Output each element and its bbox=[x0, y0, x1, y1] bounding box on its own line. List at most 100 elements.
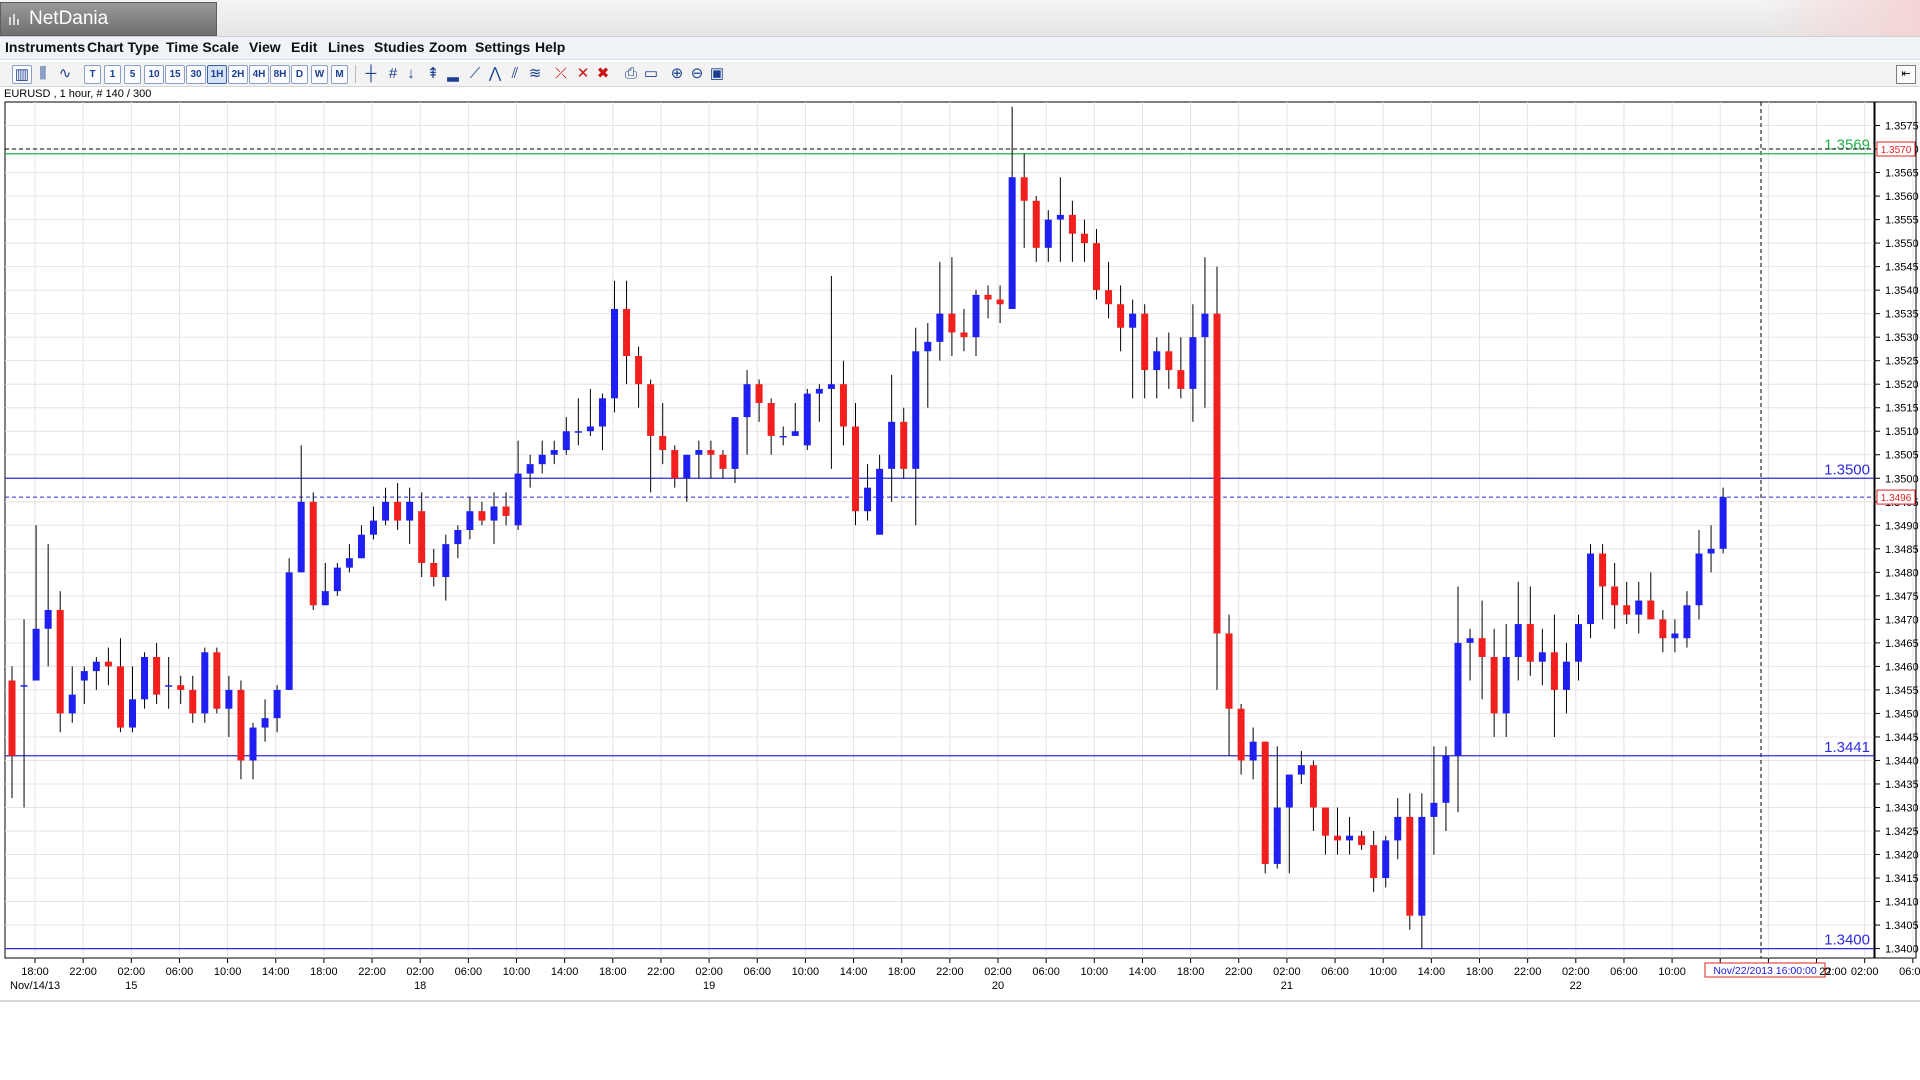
candle-body[interactable] bbox=[779, 435, 787, 438]
grid-icon[interactable]: # bbox=[388, 65, 398, 82]
candle-body[interactable] bbox=[1659, 619, 1667, 639]
timeframe-t-button[interactable]: T bbox=[84, 65, 101, 84]
candle-body[interactable] bbox=[490, 506, 498, 521]
candle-body[interactable] bbox=[237, 689, 245, 761]
candle-body[interactable] bbox=[1562, 661, 1570, 690]
candle-body[interactable] bbox=[1201, 313, 1209, 338]
candle-body[interactable] bbox=[44, 609, 52, 629]
candle-body[interactable] bbox=[972, 294, 980, 338]
candle-body[interactable] bbox=[598, 398, 606, 427]
candle-body[interactable] bbox=[695, 450, 703, 455]
candle-body[interactable] bbox=[1671, 633, 1679, 639]
print-icon[interactable]: ⎙ bbox=[624, 65, 637, 82]
candle-body[interactable] bbox=[418, 511, 426, 563]
candle-body[interactable] bbox=[1032, 200, 1040, 248]
candle-body[interactable] bbox=[1177, 370, 1185, 389]
trend-line-icon[interactable]: ⟋ bbox=[469, 65, 481, 82]
candle-body[interactable] bbox=[659, 435, 667, 451]
arrow-down-icon[interactable]: ↓ bbox=[407, 65, 415, 82]
candle-body[interactable] bbox=[1321, 807, 1329, 836]
candle-body[interactable] bbox=[442, 544, 450, 578]
candle-body[interactable] bbox=[984, 294, 992, 300]
candle-body[interactable] bbox=[743, 384, 751, 418]
candle-body[interactable] bbox=[116, 666, 124, 728]
candle-body[interactable] bbox=[864, 487, 872, 512]
candle-body[interactable] bbox=[1068, 214, 1076, 234]
candle-body[interactable] bbox=[683, 454, 691, 479]
candle-body[interactable] bbox=[1683, 605, 1691, 639]
candle-body[interactable] bbox=[249, 727, 257, 761]
timeframe-m-button[interactable]: M bbox=[331, 65, 348, 84]
candle-body[interactable] bbox=[1117, 304, 1125, 328]
candle-body[interactable] bbox=[1707, 548, 1715, 554]
candle-body[interactable] bbox=[1490, 656, 1498, 714]
timeframe-w-button[interactable]: W bbox=[311, 65, 328, 84]
timeframe-10-button[interactable]: 10 bbox=[144, 65, 164, 84]
timeframe-5-button[interactable]: 5 bbox=[124, 65, 141, 84]
candle-body[interactable] bbox=[1273, 807, 1281, 864]
candle-body[interactable] bbox=[1225, 633, 1233, 709]
candle-body[interactable] bbox=[1237, 708, 1245, 761]
candle-body[interactable] bbox=[1430, 802, 1438, 817]
candle-body[interactable] bbox=[225, 689, 233, 709]
candle-body[interactable] bbox=[1635, 600, 1643, 615]
candle-body[interactable] bbox=[635, 355, 643, 385]
channel-icon[interactable]: ⫽ bbox=[511, 65, 519, 82]
candle-body[interactable] bbox=[623, 308, 631, 356]
candle-body[interactable] bbox=[1502, 656, 1510, 714]
candle-body[interactable] bbox=[574, 431, 582, 433]
menu-time-scale[interactable]: Time Scale bbox=[166, 39, 239, 55]
candle-body[interactable] bbox=[104, 661, 112, 667]
candle-body[interactable] bbox=[466, 511, 474, 530]
candle-body[interactable] bbox=[1020, 177, 1028, 201]
fibonacci-icon[interactable]: ≋ bbox=[528, 65, 542, 82]
candle-body[interactable] bbox=[876, 468, 884, 535]
candle-body[interactable] bbox=[321, 591, 329, 606]
menu-lines[interactable]: Lines bbox=[328, 39, 365, 55]
candle-body[interactable] bbox=[1370, 845, 1378, 879]
candle-body[interactable] bbox=[80, 671, 88, 681]
candle-body[interactable] bbox=[8, 680, 16, 756]
candle-body[interactable] bbox=[370, 520, 377, 535]
candle-body[interactable] bbox=[586, 426, 594, 432]
candle-body[interactable] bbox=[526, 464, 534, 474]
candlestick-icon[interactable]: ⫼ bbox=[39, 65, 47, 82]
candle-body[interactable] bbox=[852, 426, 859, 512]
candle-body[interactable] bbox=[839, 384, 847, 427]
candle-body[interactable] bbox=[888, 421, 896, 469]
timeframe-15-button[interactable]: 15 bbox=[165, 65, 185, 84]
timeframe-d-button[interactable]: D bbox=[291, 65, 308, 84]
timeframe-1-button[interactable]: 1 bbox=[104, 65, 121, 84]
delete-icon[interactable]: ✕ bbox=[576, 65, 590, 82]
candle-body[interactable] bbox=[394, 501, 402, 521]
candle-body[interactable] bbox=[936, 313, 944, 342]
candle-body[interactable] bbox=[538, 454, 546, 465]
candle-body[interactable] bbox=[454, 530, 462, 545]
candle-body[interactable] bbox=[1261, 741, 1269, 864]
candle-body[interactable] bbox=[767, 403, 775, 436]
volume-icon[interactable]: ▂ bbox=[447, 65, 459, 82]
candle-body[interactable] bbox=[1153, 351, 1161, 371]
candle-body[interactable] bbox=[671, 450, 679, 479]
candle-body[interactable] bbox=[1080, 233, 1088, 244]
candle-body[interactable] bbox=[56, 609, 64, 714]
close-chart-icon[interactable]: ⇤ bbox=[1896, 65, 1916, 84]
candle-body[interactable] bbox=[924, 341, 932, 352]
candle-body[interactable] bbox=[647, 384, 655, 436]
candle-body[interactable] bbox=[1647, 600, 1655, 620]
candle-body[interactable] bbox=[1526, 624, 1534, 662]
remove-line-icon[interactable]: ⤫ bbox=[554, 65, 567, 82]
candle-body[interactable] bbox=[900, 421, 908, 469]
candle-body[interactable] bbox=[1478, 638, 1486, 657]
candle-body[interactable] bbox=[1189, 337, 1197, 389]
candle-body[interactable] bbox=[1346, 835, 1354, 841]
candle-body[interactable] bbox=[273, 689, 281, 719]
candle-body[interactable] bbox=[719, 454, 727, 469]
candle-body[interactable] bbox=[213, 652, 221, 709]
candle-body[interactable] bbox=[297, 501, 305, 573]
candle-body[interactable] bbox=[1141, 313, 1149, 371]
candle-body[interactable] bbox=[1454, 642, 1462, 756]
candle-body[interactable] bbox=[177, 685, 185, 690]
candle-body[interactable] bbox=[201, 652, 209, 714]
candle-body[interactable] bbox=[129, 699, 136, 728]
